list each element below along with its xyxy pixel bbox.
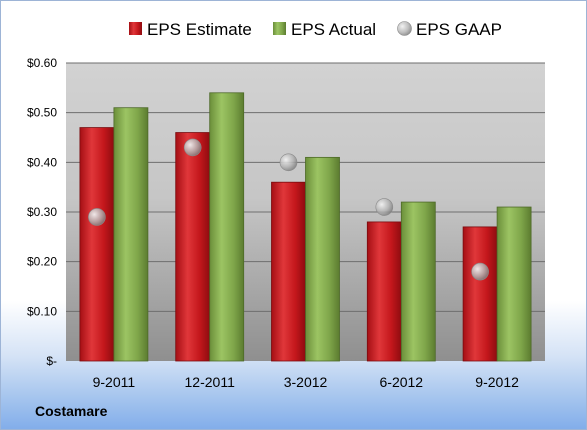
- marker-eps-gaap: [471, 262, 489, 281]
- bar-eps-actual: [209, 92, 245, 362]
- legend-swatch: [273, 22, 286, 35]
- y-tick-label: $0.60: [27, 56, 57, 70]
- legend-swatch: [397, 21, 412, 36]
- bar-eps-estimate: [271, 181, 306, 362]
- x-axis: 9-2011 12-2011 3-2012 6-2012 9-2012: [93, 374, 519, 390]
- marker-eps-gaap: [183, 138, 202, 157]
- bar-eps-actual: [400, 201, 436, 362]
- bar-eps-actual: [113, 107, 149, 362]
- bar-eps-estimate: [462, 226, 498, 362]
- marker-eps-gaap: [375, 198, 394, 216]
- company-name: Costamare: [35, 403, 108, 419]
- y-tick-label: $0.10: [27, 304, 57, 318]
- x-tick-label: 12-2011: [185, 374, 236, 390]
- marker-eps-gaap: [279, 153, 298, 172]
- bar-eps-actual: [496, 206, 532, 362]
- legend-label: EPS GAAP: [416, 20, 502, 39]
- y-axis: $- $0.10 $0.20 $0.30 $0.40 $0.50 $0.60: [27, 56, 57, 368]
- y-tick-label: $0.20: [27, 255, 57, 269]
- x-tick-label: 9-2011: [93, 374, 136, 390]
- y-tick-label: $-: [46, 354, 57, 368]
- bar-eps-estimate: [366, 221, 402, 362]
- marker-eps-gaap: [88, 208, 106, 226]
- bar-eps-estimate: [175, 132, 211, 362]
- bars: [79, 92, 532, 362]
- legend-label: EPS Estimate: [147, 20, 252, 39]
- x-tick-label: 6-2012: [380, 374, 424, 390]
- legend-swatch: [129, 22, 142, 35]
- bar-eps-estimate: [79, 127, 115, 362]
- legend-label: EPS Actual: [291, 20, 376, 39]
- x-tick-label: 3-2012: [284, 374, 328, 390]
- gaap-markers: [88, 138, 489, 281]
- x-tick-label: 9-2012: [475, 374, 519, 390]
- legend: EPS Estimate EPS Actual EPS GAAP: [129, 20, 502, 39]
- y-tick-label: $0.30: [27, 205, 57, 219]
- y-tick-label: $0.40: [27, 155, 57, 169]
- y-tick-label: $0.50: [27, 106, 57, 120]
- bar-eps-actual: [305, 156, 340, 362]
